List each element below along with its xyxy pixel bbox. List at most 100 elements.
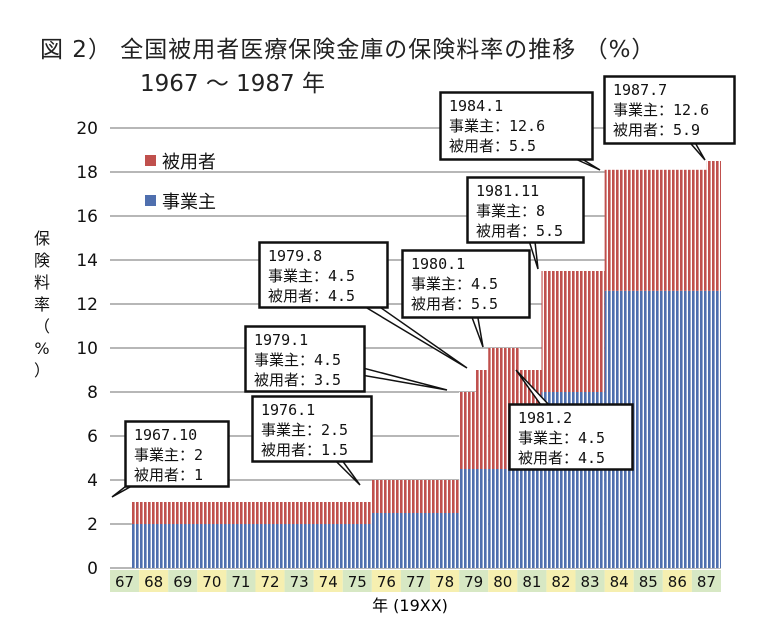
y-tick-label: 10 bbox=[76, 339, 98, 359]
x-tick-label: 67 bbox=[115, 573, 134, 591]
y-tick-label: 16 bbox=[76, 207, 98, 227]
annotation-callout: 1976.1 事業主：2.5 被用者：1.5 bbox=[251, 395, 373, 486]
callout-line: 1976.1 bbox=[261, 401, 315, 419]
x-tick-bg bbox=[168, 570, 198, 592]
x-tick-label: 80 bbox=[493, 573, 512, 591]
x-tick-bg bbox=[400, 570, 431, 592]
x-tick-bg bbox=[546, 570, 576, 592]
callout-line: 1984.1 bbox=[449, 97, 503, 115]
callout-line: 被用者：4.5 bbox=[518, 449, 605, 467]
x-tick-label: 83 bbox=[581, 573, 600, 591]
chart-subtitle: 1967 〜 1987 年 bbox=[140, 71, 325, 97]
callout-line: 事業主：12.6 bbox=[613, 101, 709, 119]
x-axis-label: 年 (19XX) bbox=[372, 596, 448, 615]
x-tick-bg bbox=[313, 570, 343, 592]
x-tick-label: 78 bbox=[435, 573, 454, 591]
x-tick-bg bbox=[139, 570, 169, 592]
y-tick-label: 20 bbox=[76, 119, 98, 139]
x-tick-label: 86 bbox=[668, 573, 687, 591]
x-tick-bg bbox=[517, 570, 547, 592]
callout-line: 1980.1 bbox=[411, 255, 465, 273]
legend-swatch bbox=[145, 155, 156, 166]
bar-employee bbox=[706, 161, 721, 291]
bar-employee bbox=[476, 370, 489, 469]
bar-employee bbox=[604, 169, 707, 291]
x-tick-bg bbox=[691, 570, 721, 592]
x-tick-label: 74 bbox=[319, 573, 338, 591]
callout-line: 事業主：4.5 bbox=[268, 267, 355, 285]
x-tick-label: 87 bbox=[697, 573, 716, 591]
callout-line: 被用者：5.5 bbox=[411, 295, 498, 313]
annotation-callout: 1984.1 事業主：12.6 被用者：5.5 bbox=[439, 91, 601, 171]
x-tick-bg bbox=[488, 570, 518, 592]
x-tick-label: 77 bbox=[406, 573, 425, 591]
bar-employee bbox=[131, 502, 372, 524]
callout-line: 被用者：5.5 bbox=[449, 137, 536, 155]
bar-employer bbox=[706, 290, 721, 568]
bar-employer bbox=[476, 469, 489, 568]
bar-employee bbox=[459, 392, 477, 469]
callout-line: 被用者：1 bbox=[134, 466, 203, 484]
x-tick-bg bbox=[110, 570, 140, 592]
x-tick-bg bbox=[197, 570, 227, 592]
x-tick-bg bbox=[604, 570, 634, 592]
bar-employer bbox=[488, 469, 520, 568]
bar-employee bbox=[541, 271, 605, 392]
stacked-bars bbox=[131, 161, 721, 568]
x-tick-bg bbox=[255, 570, 285, 592]
callout-line: 事業主：2 bbox=[134, 446, 203, 464]
x-tick-label: 79 bbox=[464, 573, 483, 591]
bar-employer bbox=[131, 524, 372, 568]
y-tick-label: 6 bbox=[87, 427, 98, 447]
y-axis-label: 保険料率（%） bbox=[34, 229, 50, 380]
x-tick-bg bbox=[459, 570, 489, 592]
y-tick-label: 12 bbox=[76, 295, 98, 315]
callout-line: 1979.8 bbox=[268, 247, 322, 265]
legend-swatch bbox=[145, 195, 156, 206]
x-tick-label: 75 bbox=[348, 573, 367, 591]
callout-line: 被用者：1.5 bbox=[261, 441, 348, 459]
legend-label: 被用者 bbox=[162, 152, 216, 173]
callout-line: 事業主：4.5 bbox=[254, 351, 341, 369]
x-tick-label: 84 bbox=[610, 573, 629, 591]
y-tick-label: 18 bbox=[76, 163, 98, 183]
x-tick-label: 73 bbox=[290, 573, 309, 591]
x-tick-bg bbox=[575, 570, 605, 592]
callout-line: 1981.11 bbox=[476, 182, 539, 200]
x-tick-bg bbox=[342, 570, 372, 592]
x-tick-label: 81 bbox=[522, 573, 541, 591]
annotation-callout: 1981.2 事業主：4.5 被用者：4.5 bbox=[508, 369, 634, 471]
x-tick-bg bbox=[284, 570, 314, 592]
x-tick-label: 70 bbox=[202, 573, 221, 591]
callout-line: 被用者：5.5 bbox=[476, 222, 563, 240]
x-tick-label: 76 bbox=[377, 573, 396, 591]
bar-employer bbox=[459, 469, 477, 568]
annotation-callout: 1979.1 事業主：4.5 被用者：3.5 bbox=[244, 325, 448, 393]
x-tick-bg bbox=[430, 570, 460, 592]
callout-line: 事業主：2.5 bbox=[261, 421, 348, 439]
callout-line: 1979.1 bbox=[254, 331, 308, 349]
annotation-callout: 1980.1 事業主：4.5 被用者：5.5 bbox=[401, 249, 531, 348]
y-tick-label: 14 bbox=[76, 251, 98, 271]
annotation-callout: 1987.7 事業主：12.6 被用者：5.9 bbox=[603, 75, 736, 161]
x-tick-label: 82 bbox=[551, 573, 570, 591]
callout-line: 1981.2 bbox=[518, 409, 572, 427]
callout-line: 事業主：8 bbox=[476, 202, 545, 220]
callout-line: 被用者：3.5 bbox=[254, 371, 341, 389]
bar-employer bbox=[519, 469, 542, 568]
x-axis: 67 68 69 70 71 72 73 74 75 76 77 78 79 80 81 82 83 84 85 86… bbox=[110, 570, 721, 592]
y-tick-label: 2 bbox=[87, 515, 98, 535]
annotation-callout: 1979.8 事業主：4.5 被用者：4.5 bbox=[258, 241, 468, 369]
bar-employer bbox=[371, 513, 460, 568]
annotation-callout: 1967.10 事業主：2 被用者：1 bbox=[111, 420, 230, 498]
y-axis: 0 2 4 6 8 10 12 14 16 18 20 bbox=[76, 119, 98, 579]
callout-line: 事業主：4.5 bbox=[411, 275, 498, 293]
callout-line: 事業主：4.5 bbox=[518, 429, 605, 447]
x-tick-bg bbox=[662, 570, 692, 592]
callout-line: 1967.10 bbox=[134, 426, 197, 444]
legend-label: 事業主 bbox=[162, 192, 216, 213]
y-tick-label: 4 bbox=[87, 471, 98, 491]
callout-line: 被用者：4.5 bbox=[268, 287, 355, 305]
